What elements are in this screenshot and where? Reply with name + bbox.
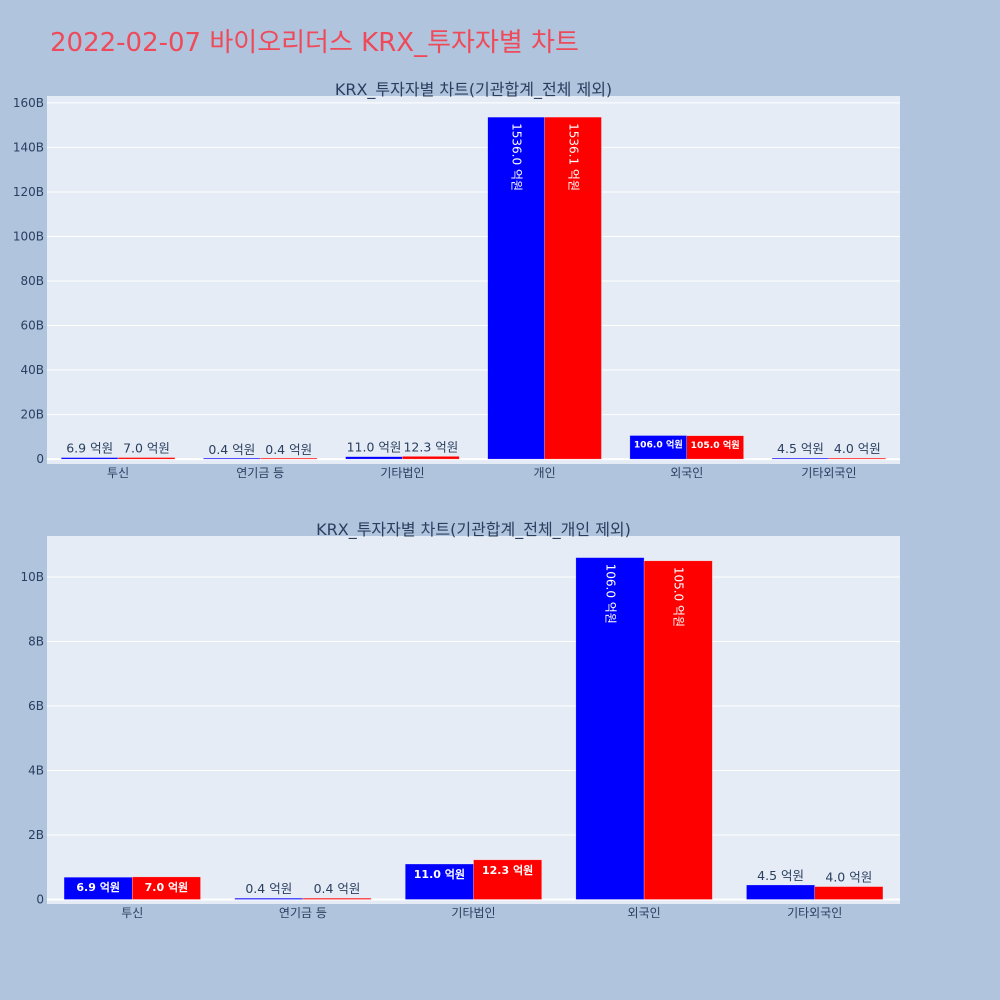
y-tick-label: 60B [20, 319, 44, 333]
bar-label: 12.3 억원 [482, 863, 533, 877]
bar-label: 11.0 억원 [414, 867, 465, 881]
bar-label: 4.0 억원 [825, 870, 872, 885]
y-tick-label: 160B [13, 96, 44, 110]
bar [260, 457, 318, 460]
bar [487, 116, 545, 460]
bar-label: 105.0 억원 [672, 567, 686, 627]
x-tick-label: 개인 [534, 466, 556, 480]
y-tick-label: 0 [36, 452, 44, 466]
bar [814, 886, 884, 900]
bar [575, 557, 645, 900]
bar [405, 863, 474, 900]
bar [544, 116, 602, 460]
bar [402, 456, 460, 460]
plot-area [47, 96, 900, 464]
x-tick-label: 기타법인 [451, 906, 495, 920]
chart-title: KRX_투자자별 차트(기관합계_전체 제외) [335, 80, 612, 100]
y-tick-label: 140B [13, 140, 44, 154]
bar [345, 456, 403, 460]
y-tick-label: 8B [28, 634, 44, 648]
plot-area [47, 536, 900, 904]
bar-label: 106.0 억원 [634, 439, 683, 451]
y-tick-label: 10B [20, 570, 44, 584]
x-tick-label: 연기금 등 [279, 906, 327, 920]
y-tick-label: 80B [20, 274, 44, 288]
bar-label: 0.4 억원 [265, 442, 312, 457]
bar-label: 6.9 억원 [66, 441, 113, 456]
bar [117, 457, 176, 460]
bar-label: 6.9 억원 [76, 880, 120, 894]
bar [473, 859, 542, 900]
bar-label: 1536.1 억원 [567, 123, 581, 191]
bar [302, 897, 372, 900]
bar-label: 0.4 억원 [245, 881, 292, 896]
y-tick-label: 120B [13, 185, 44, 199]
chart-2: KRX_투자자별 차트(기관합계_전체_개인 제외) 0 2B 4B 6B 8B 10B 투신… [20, 520, 900, 920]
chart-title: KRX_투자자별 차트(기관합계_전체_개인 제외) [316, 520, 631, 540]
bar [746, 884, 815, 900]
y-tick-label: 100B [13, 229, 44, 243]
y-tick-label: 2B [28, 828, 44, 842]
bar [771, 457, 830, 460]
y-tick-label: 6B [28, 699, 44, 713]
bar [234, 897, 304, 900]
x-tick-label: 투신 [121, 906, 143, 920]
y-tick-label: 40B [20, 363, 44, 377]
bar-label: 105.0 억원 [691, 439, 740, 451]
x-tick-label: 연기금 등 [236, 466, 284, 480]
bar [828, 457, 887, 460]
bar-label: 1536.0 억원 [510, 123, 524, 191]
bar-label: 0.4 억원 [314, 881, 361, 896]
bar-label: 106.0 억원 [603, 564, 617, 624]
bar-label: 4.5 억원 [777, 441, 824, 456]
x-tick-label: 투신 [107, 466, 129, 480]
x-tick-label: 기타법인 [380, 466, 424, 480]
bar-label: 7.0 억원 [123, 441, 170, 456]
bar-label: 4.0 억원 [834, 441, 881, 456]
y-tick-label: 0 [36, 892, 44, 906]
bar [643, 560, 713, 900]
bar-label: 11.0 억원 [347, 440, 402, 455]
chart-1: KRX_투자자별 차트(기관합계_전체 제외) 0 20B 40B 60B 80B 100B… [13, 80, 900, 480]
bar-label: 4.5 억원 [757, 868, 804, 883]
x-tick-label: 외국인 [628, 906, 661, 920]
bar-label: 12.3 억원 [403, 439, 458, 454]
bar [60, 457, 119, 460]
y-tick-label: 20B [20, 408, 44, 422]
bar [132, 876, 201, 900]
page-title: 2022-02-07 바이오리더스 KRX_투자자별 차트 [50, 28, 579, 58]
x-tick-label: 기타외국인 [801, 466, 856, 480]
bar [203, 457, 261, 460]
bar-label: 0.4 억원 [208, 442, 255, 457]
x-tick-label: 외국인 [670, 466, 703, 480]
bar [686, 435, 744, 460]
bar-label: 7.0 억원 [145, 880, 189, 894]
x-tick-label: 기타외국인 [787, 906, 842, 920]
y-tick-label: 4B [28, 763, 44, 777]
